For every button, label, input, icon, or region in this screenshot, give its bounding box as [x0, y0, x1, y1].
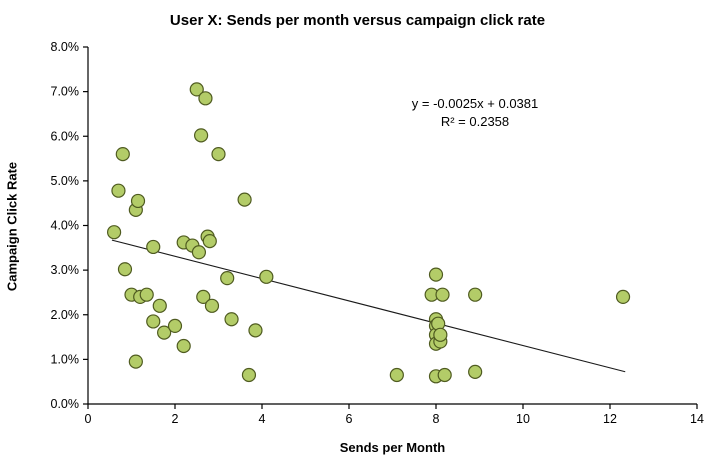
data-point — [128, 354, 143, 369]
data-point — [428, 267, 444, 282]
x-tick-label: 8 — [433, 412, 440, 426]
y-tick-label: 0.0% — [51, 397, 80, 411]
data-point — [189, 82, 204, 97]
x-tick-label: 4 — [259, 412, 266, 426]
data-point — [157, 325, 172, 340]
data-point — [468, 287, 483, 302]
y-tick-label: 4.0% — [51, 219, 80, 233]
data-point — [117, 262, 133, 277]
data-point — [433, 327, 448, 342]
x-axis-title: Sends per Month — [339, 440, 446, 455]
data-point — [167, 318, 183, 334]
data-point — [191, 245, 207, 260]
y-tick-label: 2.0% — [51, 308, 80, 322]
data-point — [194, 128, 209, 143]
y-tick-label: 7.0% — [51, 85, 80, 99]
chart-title: User X: Sends per month versus campaign … — [169, 12, 546, 29]
y-tick-label: 5.0% — [51, 174, 80, 188]
data-point — [115, 147, 130, 162]
data-point — [152, 298, 167, 313]
x-tick-label: 10 — [516, 412, 530, 426]
data-point — [220, 271, 235, 286]
data-point — [111, 183, 126, 198]
x-tick-label: 14 — [690, 412, 704, 426]
data-point — [224, 312, 239, 327]
y-tick-label: 8.0% — [51, 40, 80, 54]
data-point — [106, 225, 122, 240]
x-tick-label: 0 — [85, 412, 92, 426]
data-point — [435, 287, 450, 302]
data-point — [202, 234, 217, 249]
data-point — [146, 239, 161, 255]
y-tick-label: 6.0% — [51, 129, 80, 143]
data-point — [437, 367, 452, 383]
data-point — [241, 367, 257, 383]
data-point — [259, 269, 274, 284]
data-point — [237, 192, 252, 207]
data-point — [198, 91, 213, 106]
x-tick-label: 2 — [172, 412, 179, 426]
y-tick-label: 3.0% — [51, 263, 80, 277]
trendline — [111, 239, 626, 373]
data-point — [146, 314, 161, 329]
data-point — [196, 289, 211, 304]
x-tick-label: 6 — [346, 412, 353, 426]
trendline-annotation: y = -0.0025x + 0.0381 R² = 0.2358 — [385, 95, 565, 131]
data-point — [139, 287, 154, 302]
r-squared-text: R² = 0.2358 — [440, 114, 510, 129]
data-point — [176, 338, 191, 354]
data-point — [211, 147, 226, 162]
data-point — [204, 298, 220, 313]
data-point — [248, 323, 263, 338]
data-point — [615, 289, 631, 304]
data-point — [130, 193, 146, 209]
y-axis-title: Campaign Click Rate — [4, 161, 20, 292]
data-point — [389, 367, 404, 383]
x-tick-label: 12 — [603, 412, 617, 426]
equation-text: y = -0.0025x + 0.0381 — [411, 96, 539, 111]
data-point — [468, 364, 483, 379]
y-tick-label: 1.0% — [51, 352, 80, 366]
